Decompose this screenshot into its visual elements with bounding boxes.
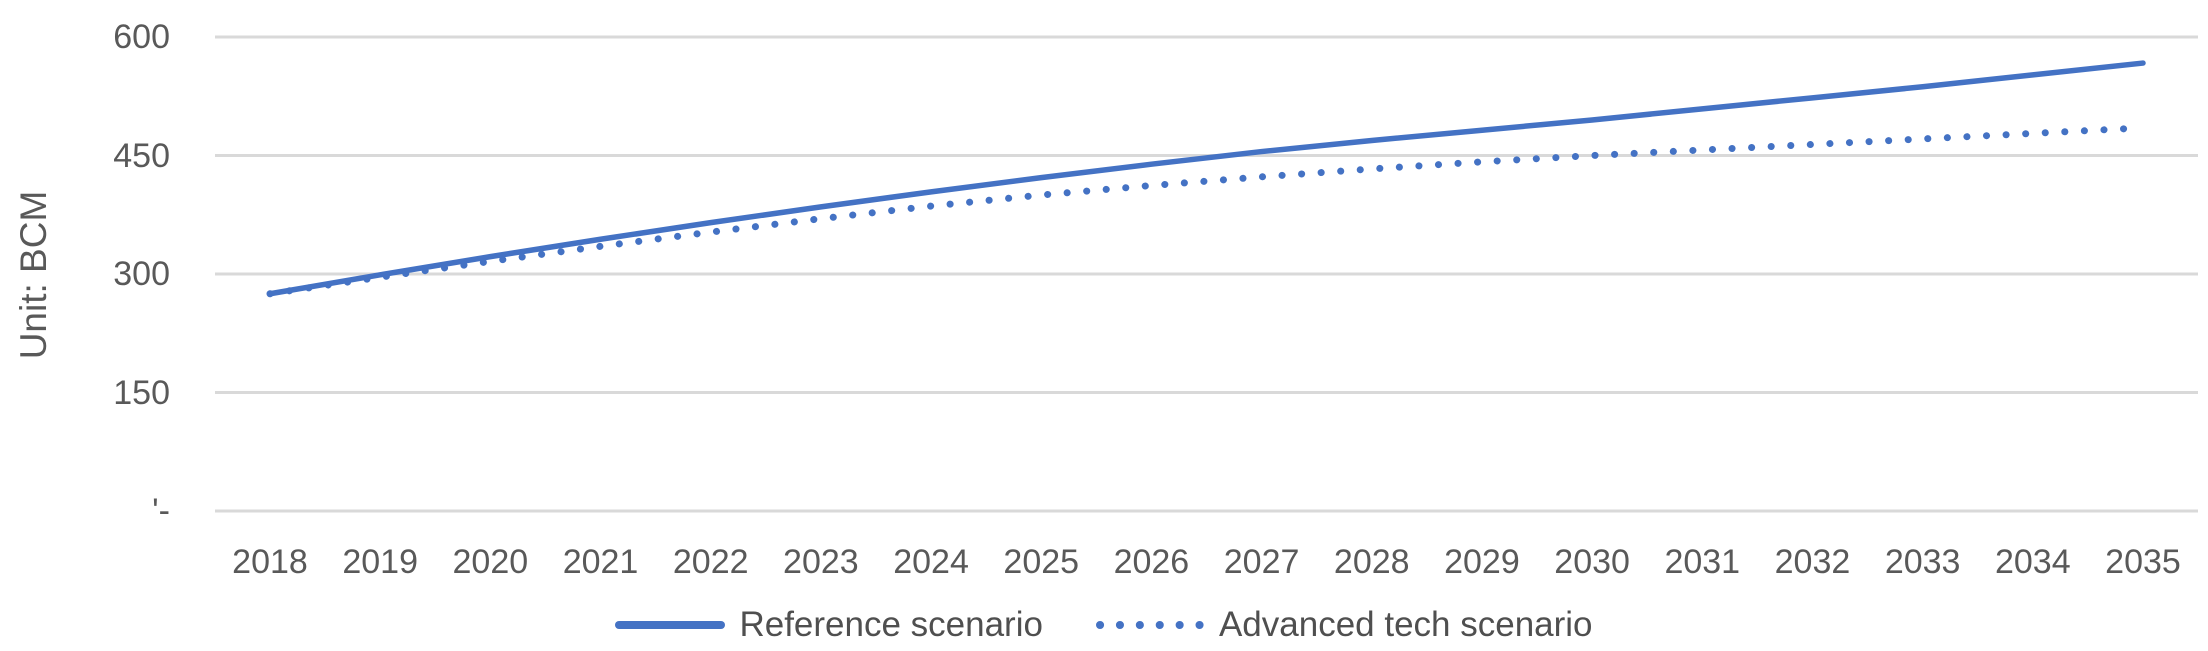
x-axis-tick-label: 2025 <box>1003 543 1080 581</box>
x-axis-tick-label: 2028 <box>1333 543 1410 581</box>
advanced-tech-scenario-line <box>266 124 2147 298</box>
reference-scenario-line <box>267 60 2146 297</box>
solid-line-swatch-icon <box>615 621 726 629</box>
legend-label-reference-scenario: Reference scenario <box>739 605 1043 644</box>
x-axis-tick-label: 2023 <box>783 543 859 581</box>
y-axis-tick-label: '- <box>152 492 170 530</box>
x-axis-tick-label: 2020 <box>452 543 529 581</box>
legend: Reference scenario Advanced tech scenari… <box>0 600 2208 650</box>
x-axis-tick-label: 2022 <box>672 543 749 581</box>
x-axis-tick-label: 2021 <box>562 543 639 581</box>
y-axis-tick-label: 300 <box>113 255 170 293</box>
x-axis-tick-label: 2018 <box>232 543 308 581</box>
x-axis-tick-label: 2033 <box>1884 543 1961 581</box>
x-axis-tick-label: 2031 <box>1664 543 1741 581</box>
y-axis-tick-label: 600 <box>113 18 170 56</box>
x-axis-tick-label: 2027 <box>1223 543 1300 581</box>
x-axis-tick-label: 2029 <box>1444 543 1520 581</box>
y-axis-tick-label: 150 <box>113 373 170 412</box>
y-axis-tick-label: 450 <box>113 136 170 175</box>
legend-item-advanced-tech-scenario: Advanced tech scenario <box>1095 605 1593 645</box>
x-axis-tick-label: 2034 <box>1994 543 2071 581</box>
x-axis-tick-label: 2026 <box>1113 543 1190 581</box>
legend-item-reference-scenario: Reference scenario <box>615 605 1043 645</box>
x-axis-tick-label: 2019 <box>342 543 418 581</box>
dotted-line-swatch-icon <box>1095 621 1204 629</box>
legend-label-advanced-tech-scenario: Advanced tech scenario <box>1218 605 1593 644</box>
x-axis-tick-label: 2032 <box>1774 543 1851 581</box>
x-axis-tick-label: 2030 <box>1554 543 1630 581</box>
x-axis-tick-label: 2035 <box>2105 543 2181 581</box>
x-axis-tick-label: 2024 <box>893 543 969 581</box>
